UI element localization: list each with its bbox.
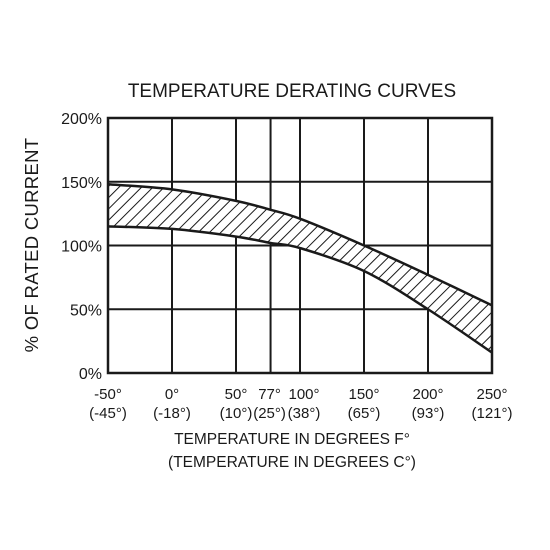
- x-tick-label-c: (25°): [253, 405, 286, 422]
- y-tick-label: 0%: [79, 366, 102, 383]
- x-tick-label-c: (10°): [220, 405, 253, 422]
- x-tick-label-f: 77°: [258, 386, 281, 403]
- x-tick-label-c: (121°): [471, 405, 512, 422]
- upper-curve: [107, 183, 493, 307]
- x-tick-label-f: 150°: [348, 386, 379, 403]
- x-tick-labels: -50° (-45°) 0° (-18°) 50° (10°) 77° (25°)100° (3…: [89, 386, 512, 422]
- y-tick-label: 100%: [61, 239, 102, 256]
- y-tick-label: 50%: [70, 302, 102, 319]
- x-tick-label-f: 200°: [412, 386, 443, 403]
- x-tick-label-c: (38°): [288, 405, 321, 422]
- derating-band: [107, 183, 493, 354]
- x-tick-label-f: 0°: [165, 386, 179, 403]
- plot-border: [106, 116, 494, 375]
- x-tick-label-c: (93°): [412, 405, 445, 422]
- x-tick-label-f: 100°: [288, 386, 319, 403]
- y-axis-label: % OF RATED CURRENT: [21, 138, 42, 353]
- x-axis-label: TEMPERATURE IN DEGREES F°: [174, 431, 410, 448]
- x-axis-label-celsius: (TEMPERATURE IN DEGREES C°): [168, 454, 416, 471]
- x-tick-label-c: (-18°): [153, 405, 191, 422]
- y-tick-labels: 0% 50% 100% 150% 200%: [61, 111, 102, 383]
- y-tick-label: 150%: [61, 175, 102, 192]
- x-tick-label-f: -50°: [94, 386, 122, 403]
- y-tick-label: 200%: [61, 111, 102, 128]
- band-hatch: [108, 184, 492, 353]
- lower-curve: [107, 225, 493, 354]
- x-tick-label-c: (-45°): [89, 405, 127, 422]
- plot-frame: [106, 116, 494, 375]
- x-tick-label-f: 50°: [225, 386, 248, 403]
- chart-title: TEMPERATURE DERATING CURVES: [128, 81, 456, 102]
- x-tick-label-c: (65°): [348, 405, 381, 422]
- x-tick-label-f: 250°: [476, 386, 507, 403]
